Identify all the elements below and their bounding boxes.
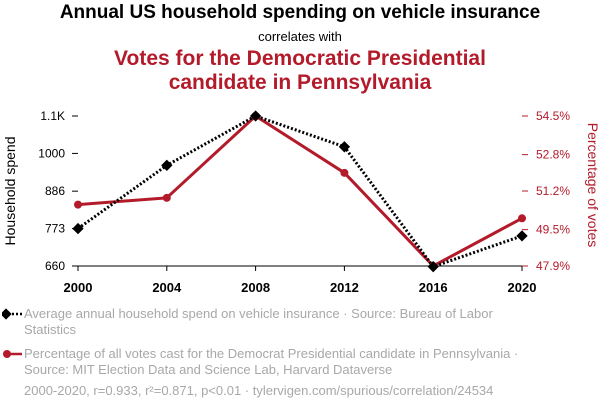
- x-tick-label: 2008: [241, 280, 270, 295]
- x-tick-label: 2016: [419, 280, 448, 295]
- series-votes-point: [518, 214, 526, 223]
- x-tick-label: 2000: [64, 280, 93, 295]
- y-left-tick-label: 773: [45, 222, 65, 236]
- chart-footer: 2000-2020, r=0.933, r²=0.871, p<0.01 · t…: [24, 383, 494, 398]
- legend-label-spend: Average annual household spend on vehicl…: [24, 306, 493, 337]
- y-left-axis-label: Household spend: [2, 137, 18, 246]
- legend-marker-votes-icon: [3, 350, 22, 358]
- y-right-tick-label: 47.9%: [536, 259, 570, 273]
- y-left-tick-label: 1.1K: [40, 109, 65, 123]
- y-left-tick-label: 1000: [38, 146, 65, 160]
- series-spend-point: [516, 230, 528, 242]
- chart-second-title: Votes for the Democratic Presidential ca…: [114, 47, 486, 94]
- series-spend-point: [338, 141, 351, 153]
- series-votes-line: [77, 114, 523, 268]
- y-right-tick-label: 49.5%: [536, 223, 570, 237]
- x-tick-label: 2020: [508, 280, 537, 295]
- y-right-axis-label: Percentage of votes: [585, 123, 600, 248]
- legend-item-votes: Percentage of all votes cast for the Dem…: [2, 346, 562, 380]
- y-right-tick-label: 52.8%: [536, 148, 570, 162]
- chart-title: Annual US household spending on vehicle …: [59, 2, 541, 23]
- series-votes-point: [74, 200, 82, 209]
- y-left-tick-label: 660: [45, 259, 65, 273]
- y-left-tick-label: 886: [45, 184, 65, 198]
- x-tick-label: 2004: [152, 280, 182, 295]
- series-spend-point: [161, 159, 173, 171]
- legend-marker-spend-icon: [2, 308, 22, 320]
- series-spend-line: [77, 114, 523, 269]
- x-tick-label: 2012: [330, 280, 359, 295]
- y-right-tick-label: 51.2%: [536, 184, 570, 198]
- y-right-tick-label: 54.5%: [536, 109, 570, 123]
- series-votes-point: [162, 193, 171, 202]
- legend-label-votes: Percentage of all votes cast for the Dem…: [24, 346, 519, 377]
- series-votes-point: [340, 168, 349, 177]
- legend-item-spend: Average annual household spend on vehicl…: [2, 306, 562, 340]
- chart-connector-text: correlates with: [258, 29, 342, 44]
